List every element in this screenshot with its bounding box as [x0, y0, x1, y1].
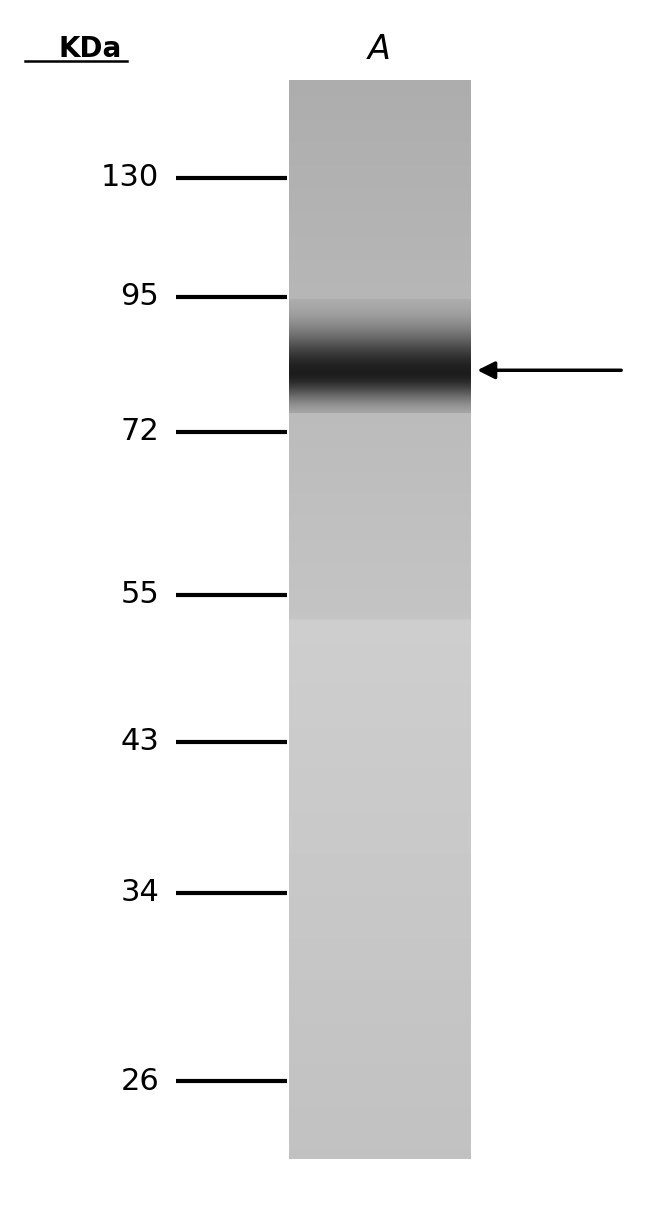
Text: KDa: KDa: [58, 36, 122, 63]
Text: 34: 34: [120, 878, 159, 907]
Text: 95: 95: [120, 282, 159, 311]
Text: 72: 72: [120, 417, 159, 446]
Text: A: A: [367, 33, 391, 65]
Text: 26: 26: [120, 1067, 159, 1096]
Text: 55: 55: [120, 580, 159, 609]
Text: 130: 130: [101, 163, 159, 192]
Text: 43: 43: [120, 727, 159, 756]
